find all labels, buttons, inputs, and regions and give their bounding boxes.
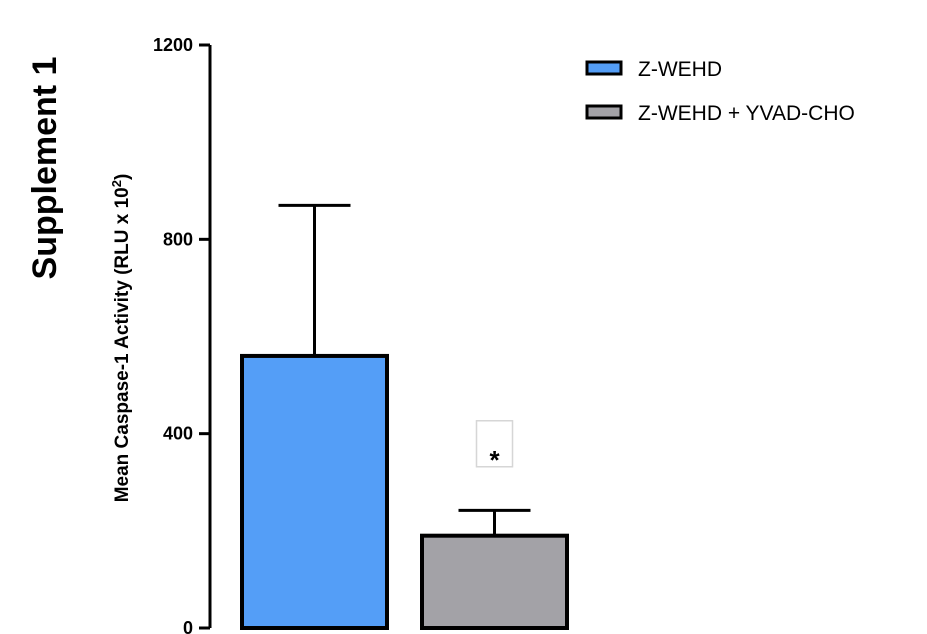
y-axis-label-superscript: 2 — [109, 180, 124, 187]
y-tick-label: 400 — [163, 424, 193, 444]
legend-swatch-1 — [585, 60, 623, 76]
significance-asterisk: * — [489, 445, 500, 475]
bar-2 — [420, 533, 569, 630]
y-axis-label-main: Mean Caspase-1 Activity (RLU x 10 — [112, 187, 133, 502]
bars: * — [240, 203, 569, 630]
annotation-box — [475, 420, 514, 468]
y-tick-label: 1200 — [153, 35, 193, 55]
legend-swatch-2 — [585, 104, 623, 120]
legend: Z-WEHD Z-WEHD + YVAD-CHO — [585, 58, 855, 125]
y-axis-ticks: 0 400 800 1200 — [153, 35, 210, 634]
y-axis-label: Mean Caspase-1 Activity (RLU x 102) — [109, 174, 134, 503]
bar-1 — [240, 353, 389, 630]
legend-label-1: Z-WEHD — [638, 58, 722, 81]
y-axis-label-suffix: ) — [112, 174, 133, 180]
figure-title: Supplement 1 — [26, 57, 64, 280]
legend-label-2: Z-WEHD + YVAD-CHO — [638, 102, 855, 125]
y-tick-label: 800 — [163, 229, 193, 249]
y-tick-label: 0 — [183, 618, 193, 634]
